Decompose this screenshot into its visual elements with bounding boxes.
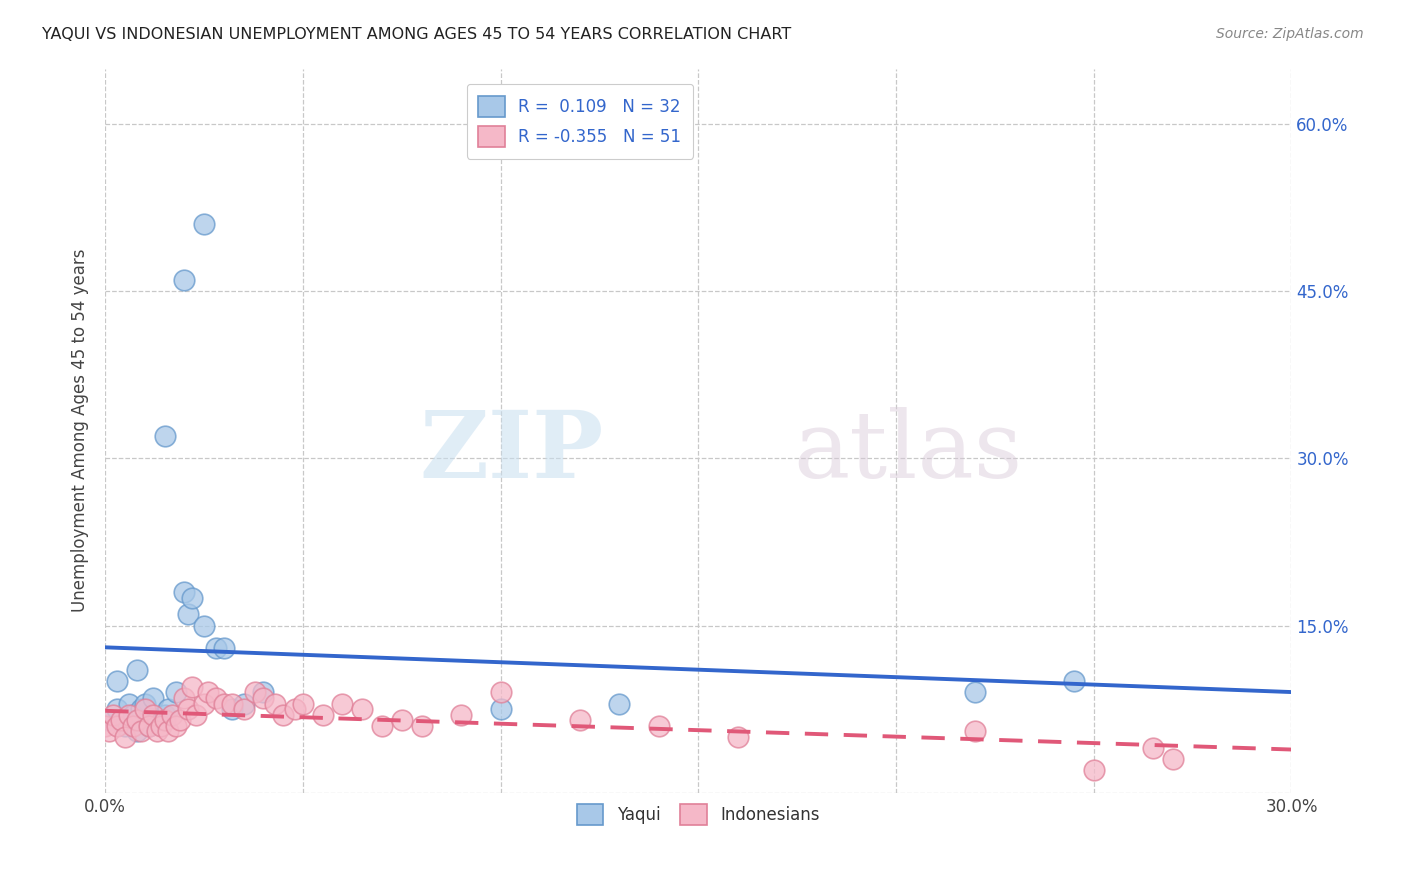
- Point: [134, 697, 156, 711]
- Point: [193, 218, 215, 232]
- Point: [291, 697, 314, 711]
- Point: [177, 607, 200, 622]
- Point: [157, 724, 180, 739]
- Point: [105, 674, 128, 689]
- Point: [118, 697, 141, 711]
- Point: [648, 719, 671, 733]
- Point: [173, 585, 195, 599]
- Point: [205, 640, 228, 655]
- Point: [153, 707, 176, 722]
- Point: [1063, 674, 1085, 689]
- Point: [212, 697, 235, 711]
- Point: [153, 713, 176, 727]
- Point: [264, 697, 287, 711]
- Point: [165, 719, 187, 733]
- Point: [221, 697, 243, 711]
- Point: [173, 690, 195, 705]
- Point: [101, 707, 124, 722]
- Point: [284, 702, 307, 716]
- Point: [727, 730, 749, 744]
- Point: [1161, 752, 1184, 766]
- Point: [352, 702, 374, 716]
- Point: [153, 429, 176, 443]
- Point: [105, 702, 128, 716]
- Point: [118, 707, 141, 722]
- Point: [212, 640, 235, 655]
- Point: [114, 719, 136, 733]
- Point: [169, 713, 191, 727]
- Point: [271, 707, 294, 722]
- Text: Source: ZipAtlas.com: Source: ZipAtlas.com: [1216, 27, 1364, 41]
- Point: [568, 713, 591, 727]
- Point: [1083, 764, 1105, 778]
- Point: [186, 707, 208, 722]
- Point: [411, 719, 433, 733]
- Point: [193, 618, 215, 632]
- Point: [965, 724, 987, 739]
- Point: [145, 713, 167, 727]
- Point: [371, 719, 394, 733]
- Point: [129, 702, 152, 716]
- Point: [173, 273, 195, 287]
- Point: [232, 702, 254, 716]
- Point: [252, 690, 274, 705]
- Point: [181, 680, 204, 694]
- Point: [489, 685, 512, 699]
- Point: [145, 724, 167, 739]
- Point: [125, 713, 148, 727]
- Point: [312, 707, 335, 722]
- Point: [221, 702, 243, 716]
- Point: [105, 719, 128, 733]
- Point: [245, 685, 267, 699]
- Point: [193, 697, 215, 711]
- Point: [165, 685, 187, 699]
- Point: [450, 707, 472, 722]
- Point: [205, 690, 228, 705]
- Point: [129, 724, 152, 739]
- Point: [142, 690, 165, 705]
- Point: [98, 724, 121, 739]
- Point: [332, 697, 354, 711]
- Point: [142, 707, 165, 722]
- Legend: Yaqui, Indonesians: Yaqui, Indonesians: [567, 794, 830, 835]
- Point: [122, 719, 145, 733]
- Text: ZIP: ZIP: [419, 408, 603, 498]
- Point: [122, 707, 145, 722]
- Point: [197, 685, 219, 699]
- Point: [232, 697, 254, 711]
- Point: [177, 702, 200, 716]
- Point: [181, 591, 204, 605]
- Point: [98, 713, 121, 727]
- Point: [114, 730, 136, 744]
- Text: atlas: atlas: [793, 408, 1022, 498]
- Point: [138, 719, 160, 733]
- Point: [149, 719, 172, 733]
- Point: [162, 707, 184, 722]
- Point: [1142, 741, 1164, 756]
- Point: [134, 702, 156, 716]
- Point: [252, 685, 274, 699]
- Point: [94, 719, 117, 733]
- Y-axis label: Unemployment Among Ages 45 to 54 years: Unemployment Among Ages 45 to 54 years: [72, 249, 89, 612]
- Text: YAQUI VS INDONESIAN UNEMPLOYMENT AMONG AGES 45 TO 54 YEARS CORRELATION CHART: YAQUI VS INDONESIAN UNEMPLOYMENT AMONG A…: [42, 27, 792, 42]
- Point: [125, 724, 148, 739]
- Point: [110, 713, 132, 727]
- Point: [965, 685, 987, 699]
- Point: [391, 713, 413, 727]
- Point: [138, 719, 160, 733]
- Point: [489, 702, 512, 716]
- Point: [157, 702, 180, 716]
- Point: [607, 697, 630, 711]
- Point: [125, 663, 148, 677]
